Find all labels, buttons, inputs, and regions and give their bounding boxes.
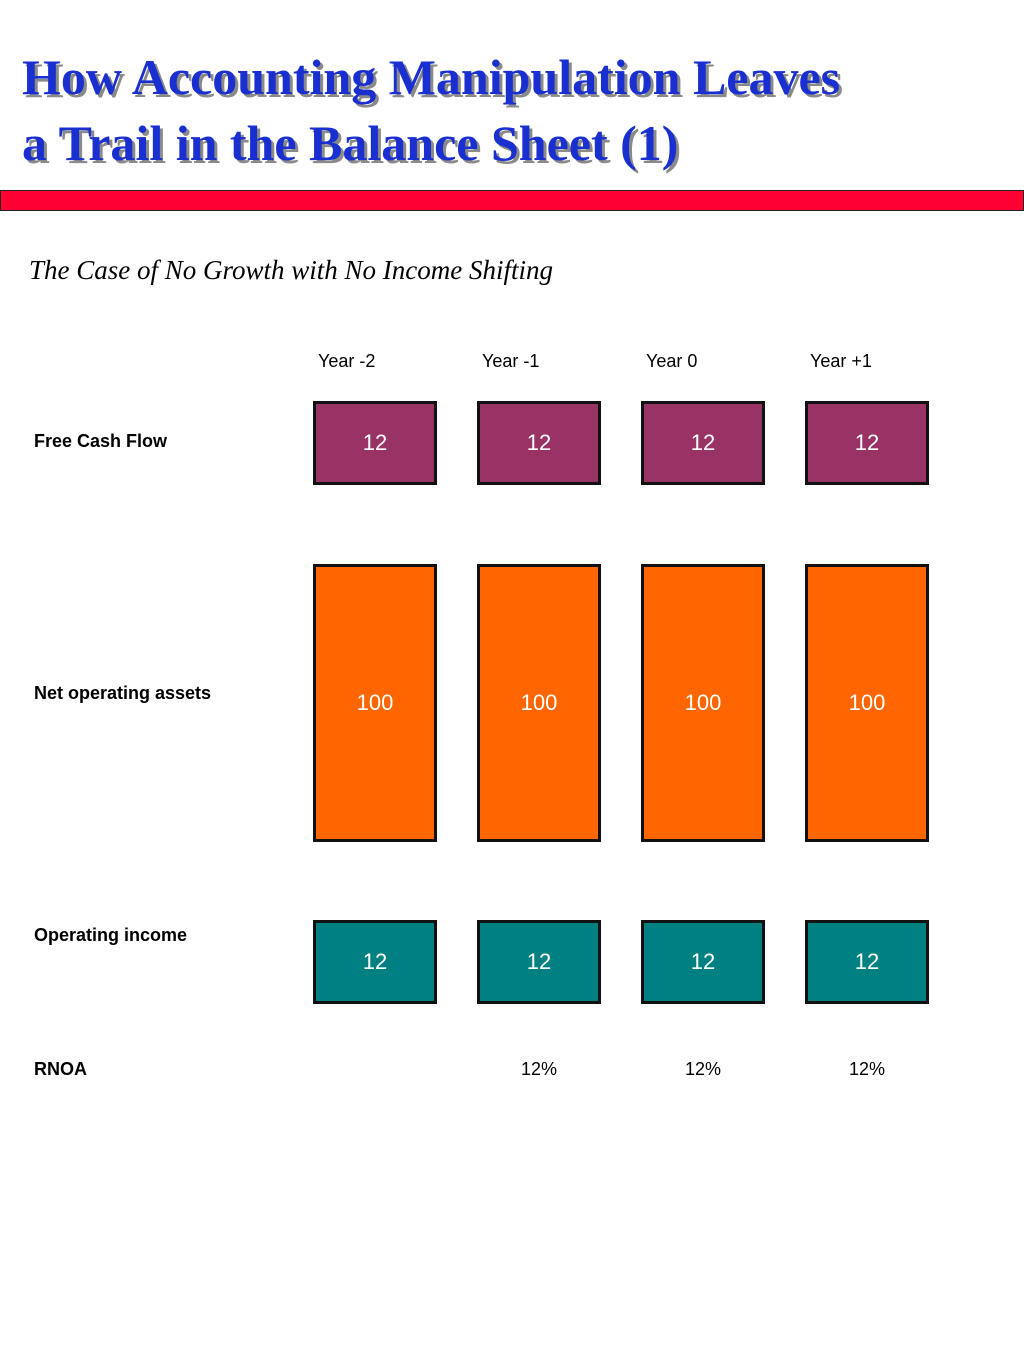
net-operating-assets-box-year-plus-1: 100 bbox=[805, 564, 929, 842]
rnoa-value-year-0: 12% bbox=[684, 1059, 722, 1079]
operating-income-box-year-plus-1: 12 bbox=[805, 920, 929, 1004]
free-cash-flow-label: Free Cash Flow bbox=[34, 431, 168, 451]
slide-title-line-2: a Trail in the Balance Sheet (1) bbox=[22, 115, 679, 171]
net-operating-assets-box-year-0: 100 bbox=[641, 564, 765, 842]
year-header-year-minus-1: Year -1 bbox=[482, 351, 540, 371]
net-operating-assets-box-year-minus-2: 100 bbox=[313, 564, 437, 842]
title-divider-bar bbox=[0, 190, 1024, 211]
net-operating-assets-label: Net operating assets bbox=[34, 683, 212, 703]
net-operating-assets-box-year-minus-1: 100 bbox=[477, 564, 601, 842]
rnoa-value-year-plus-1: 12% bbox=[848, 1059, 886, 1079]
free-cash-flow-box-year-0: 12 bbox=[641, 401, 765, 485]
rnoa-label: RNOA bbox=[34, 1059, 87, 1079]
slide-title-line-1: How Accounting Manipulation Leaves bbox=[22, 49, 841, 105]
slide-subtitle: The Case of No Growth with No Income Shi… bbox=[29, 255, 554, 285]
operating-income-box-year-minus-2: 12 bbox=[313, 920, 437, 1004]
operating-income-label: Operating income bbox=[34, 925, 188, 945]
year-header-year-0: Year 0 bbox=[646, 351, 698, 371]
free-cash-flow-box-year-plus-1: 12 bbox=[805, 401, 929, 485]
rnoa-value-year-minus-1: 12% bbox=[520, 1059, 558, 1079]
operating-income-box-year-minus-1: 12 bbox=[477, 920, 601, 1004]
free-cash-flow-box-year-minus-1: 12 bbox=[477, 401, 601, 485]
operating-income-box-year-0: 12 bbox=[641, 920, 765, 1004]
slide-title: How Accounting Manipulation Leaves a Tra… bbox=[22, 44, 1012, 176]
year-header-year-minus-2: Year -2 bbox=[318, 351, 376, 371]
year-header-year-plus-1: Year +1 bbox=[810, 351, 872, 371]
free-cash-flow-box-year-minus-2: 12 bbox=[313, 401, 437, 485]
